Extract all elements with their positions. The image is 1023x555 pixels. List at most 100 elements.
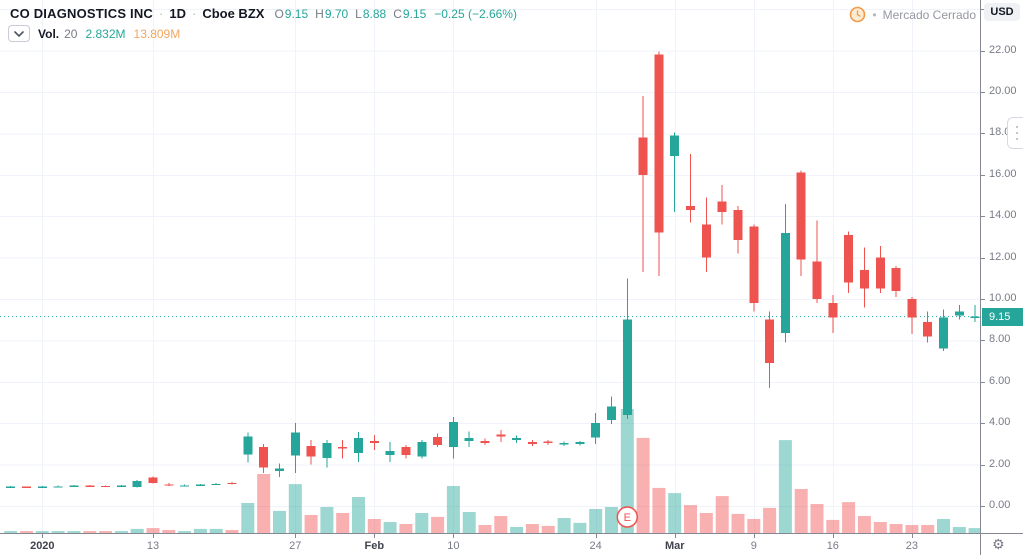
candle-body <box>354 438 363 453</box>
volume-bar <box>715 496 729 533</box>
currency-badge[interactable]: USD <box>984 3 1020 21</box>
ohlc-number: 8.88 <box>362 6 387 21</box>
price-axis-tick <box>981 423 985 425</box>
candle-body <box>575 442 585 444</box>
candle-body <box>701 224 711 258</box>
volume-bar <box>4 531 18 533</box>
volume-bar <box>241 503 255 533</box>
ohlc-item: C9.15 <box>393 7 426 21</box>
volume-legend: Vol. 20 2.832M 13.809M <box>8 25 180 42</box>
volume-bar <box>83 531 97 533</box>
candle-body <box>859 270 869 289</box>
price-axis-tick <box>981 464 985 466</box>
candle-body <box>37 486 47 488</box>
time-axis-label: 23 <box>905 540 918 552</box>
ohlc-number: 9.70 <box>324 6 349 21</box>
exchange-label[interactable]: Cboe BZX <box>202 6 265 21</box>
ohlc-letter: C <box>393 6 402 21</box>
time-axis-tick <box>754 534 755 538</box>
time-axis-tick <box>42 534 43 538</box>
clock-icon[interactable] <box>849 6 866 23</box>
chevron-down-icon <box>14 30 24 37</box>
volume-bar <box>415 513 429 533</box>
volume-bars <box>4 409 980 533</box>
time-axis-label: 2020 <box>30 540 55 552</box>
time-axis-tick <box>295 534 296 538</box>
candle-body <box>654 54 664 233</box>
volume-bar <box>399 524 413 533</box>
price-axis-tick <box>981 299 985 300</box>
market-status: • Mercado Cerrado <box>849 6 976 23</box>
volume-bar <box>257 474 271 533</box>
candle-body <box>6 486 16 488</box>
ohlc-letter: L <box>355 6 362 21</box>
volume-bar <box>273 510 286 533</box>
price-axis-tick <box>981 340 985 342</box>
candle-body <box>243 436 253 455</box>
candle-body <box>954 311 964 316</box>
time-axis-tick <box>833 534 834 538</box>
candle-body <box>607 406 616 421</box>
volume-bar <box>320 507 334 533</box>
candle-body <box>527 441 537 444</box>
price-axis-label: 0.00 <box>989 499 1011 511</box>
candle-body <box>939 317 948 349</box>
volume-bar <box>589 509 603 533</box>
candle-body <box>686 205 695 210</box>
volume-bar <box>557 518 571 533</box>
volume-ma-value: 13.809M <box>133 26 181 41</box>
candle-body <box>543 441 553 443</box>
interval-label[interactable]: 1D <box>169 6 186 21</box>
volume-bar <box>652 487 666 533</box>
candle-body <box>306 446 316 457</box>
price-axis-label: 16.00 <box>989 167 1017 180</box>
time-axis-tick <box>675 534 676 538</box>
price-chart-canvas[interactable]: E <box>0 0 980 533</box>
earnings-marker[interactable]: E <box>616 506 639 528</box>
candle-body <box>116 485 126 487</box>
candle-body <box>765 319 775 364</box>
price-axis-label: 10.00 <box>989 292 1017 304</box>
ohlc-number: 9.15 <box>402 6 427 21</box>
candle-body <box>275 468 284 471</box>
candle-body <box>749 226 759 304</box>
volume-bar <box>510 527 524 533</box>
volume-bar <box>288 484 302 533</box>
candle-body <box>53 486 63 488</box>
time-axis[interactable]: 2020 13 27 Feb 10 24 Mar 9 16 23 <box>0 533 980 555</box>
volume-bar <box>336 513 350 533</box>
volume-bar <box>810 504 824 533</box>
last-price-tag: 9.15 <box>982 307 1023 326</box>
ohlc-letter: O <box>274 6 284 21</box>
time-axis-label: 9 <box>750 540 757 552</box>
price-axis-tick <box>981 9 985 11</box>
volume-bar <box>114 531 128 533</box>
volume-bar <box>873 522 887 533</box>
time-axis-label: 10 <box>447 540 460 552</box>
legend-collapse-button[interactable] <box>8 25 30 42</box>
price-axis-label: 14.00 <box>989 209 1017 222</box>
volume-bar <box>605 507 618 533</box>
volume-bar <box>620 409 634 533</box>
candle-body <box>512 438 522 441</box>
status-dot: • <box>872 7 877 22</box>
volume-bar <box>367 519 381 533</box>
symbol-title[interactable]: CO DIAGNOSTICS INC <box>10 6 153 21</box>
candle-body <box>433 437 443 445</box>
price-axis-tick <box>981 92 985 93</box>
price-axis[interactable]: USD 9.15 24.0022.0020.0018.0016.0014.001… <box>980 0 1023 533</box>
candle-body <box>180 485 190 487</box>
volume-bar <box>573 522 587 533</box>
gear-icon[interactable]: ⚙ <box>992 537 1005 553</box>
candle-body <box>290 432 300 456</box>
volume-value: 2.832M <box>85 26 126 41</box>
candle-body <box>195 484 205 486</box>
candle-body <box>796 172 806 260</box>
time-axis-tick <box>596 534 597 538</box>
volume-bar <box>178 531 192 533</box>
time-axis-tick <box>153 534 154 538</box>
candle-body <box>338 447 348 449</box>
volume-bar <box>35 531 49 533</box>
volume-bar <box>462 512 476 533</box>
axis-drag-handle[interactable] <box>1007 117 1023 149</box>
